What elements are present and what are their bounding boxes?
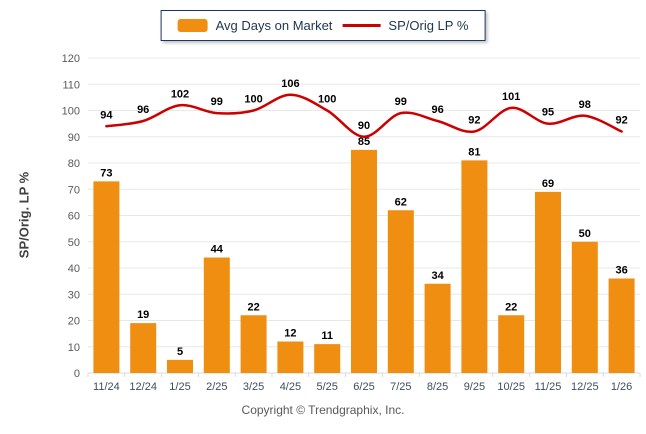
bar-value-label: 36 xyxy=(615,265,627,277)
x-tick-label: 11/25 xyxy=(535,381,562,393)
y-tick-label: 10 xyxy=(68,342,80,354)
legend-line-label: SP/Orig LP % xyxy=(388,18,469,33)
bar-value-label: 73 xyxy=(100,167,112,179)
bar xyxy=(351,149,377,373)
bar-value-label: 5 xyxy=(177,346,183,358)
x-tick-label: 9/25 xyxy=(464,381,485,393)
x-tick-label: 4/25 xyxy=(280,381,301,393)
line-value-label: 96 xyxy=(137,104,149,116)
bar-value-label: 44 xyxy=(211,244,224,256)
bar xyxy=(203,257,230,373)
legend-item-line: SP/Orig LP % xyxy=(342,18,468,33)
line-value-label: 99 xyxy=(211,96,223,108)
y-tick-label: 110 xyxy=(62,79,80,91)
legend-item-bar: Avg Days on Market xyxy=(177,18,333,33)
bar xyxy=(461,160,488,373)
line-value-label: 98 xyxy=(579,99,591,111)
bar-value-label: 69 xyxy=(542,178,554,190)
x-tick-label: 10/25 xyxy=(497,381,525,393)
x-tick-label: 12/25 xyxy=(571,381,599,393)
y-tick-label: 60 xyxy=(68,211,80,223)
bar xyxy=(387,210,414,373)
bar-value-label: 22 xyxy=(247,301,259,313)
line-value-label: 92 xyxy=(615,115,627,127)
line-value-label: 99 xyxy=(395,96,407,108)
y-axis-title: SP/Orig. LP % xyxy=(16,171,32,259)
bar-value-label: 50 xyxy=(579,228,591,240)
x-tick-label: 2/25 xyxy=(206,381,227,393)
line-value-label: 95 xyxy=(542,107,554,119)
line-value-label: 94 xyxy=(100,109,113,121)
x-tick-label: 11/24 xyxy=(93,381,120,393)
line-value-label: 90 xyxy=(358,120,370,132)
chart-legend: Avg Days on Market SP/Orig LP % xyxy=(160,10,486,41)
line-value-label: 100 xyxy=(244,94,262,106)
y-tick-label: 0 xyxy=(74,368,80,380)
bar xyxy=(424,283,451,373)
x-tick-label: 3/25 xyxy=(243,381,264,393)
bar-value-label: 62 xyxy=(395,196,407,208)
line-value-label: 106 xyxy=(281,78,299,90)
line-value-label: 101 xyxy=(502,91,520,103)
x-tick-label: 6/25 xyxy=(353,381,374,393)
line-value-label: 102 xyxy=(171,88,189,100)
copyright-text: Copyright © Trendgraphix, Inc. xyxy=(241,403,405,417)
bar xyxy=(240,315,267,373)
line-swatch-icon xyxy=(342,24,381,27)
y-tick-label: 30 xyxy=(68,289,80,301)
bar-value-label: 85 xyxy=(358,136,370,148)
bar-value-label: 11 xyxy=(321,330,333,342)
bar-swatch-icon xyxy=(177,19,208,32)
bar-value-label: 19 xyxy=(137,309,149,321)
line-value-label: 96 xyxy=(431,104,443,116)
x-tick-label: 7/25 xyxy=(390,381,411,393)
bar xyxy=(314,344,341,373)
bar-value-label: 34 xyxy=(431,270,444,282)
x-tick-label: 12/24 xyxy=(129,381,157,393)
y-tick-label: 90 xyxy=(68,132,80,144)
y-tick-label: 80 xyxy=(68,158,80,170)
line-value-label: 100 xyxy=(318,94,336,106)
y-tick-label: 70 xyxy=(68,184,80,196)
bar-value-label: 22 xyxy=(505,301,517,313)
line-value-label: 92 xyxy=(468,115,480,127)
bar xyxy=(535,191,561,373)
y-tick-label: 40 xyxy=(68,263,80,275)
bar xyxy=(167,359,193,373)
bar-value-label: 12 xyxy=(284,328,296,340)
x-tick-label: 1/25 xyxy=(169,381,190,393)
y-tick-label: 120 xyxy=(62,53,80,65)
y-tick-label: 50 xyxy=(68,237,80,249)
x-tick-label: 8/25 xyxy=(427,381,448,393)
legend-bar-label: Avg Days on Market xyxy=(215,18,333,33)
x-tick-label: 1/26 xyxy=(611,381,632,393)
bar xyxy=(571,241,598,373)
trend-line xyxy=(105,93,623,139)
bar xyxy=(498,315,525,373)
bar-value-label: 81 xyxy=(468,146,480,158)
bar xyxy=(130,323,157,373)
y-tick-label: 20 xyxy=(68,316,80,328)
bar xyxy=(608,278,635,373)
bar xyxy=(277,341,304,373)
y-tick-label: 100 xyxy=(62,106,80,118)
x-tick-label: 5/25 xyxy=(316,381,337,393)
bar xyxy=(93,181,120,373)
